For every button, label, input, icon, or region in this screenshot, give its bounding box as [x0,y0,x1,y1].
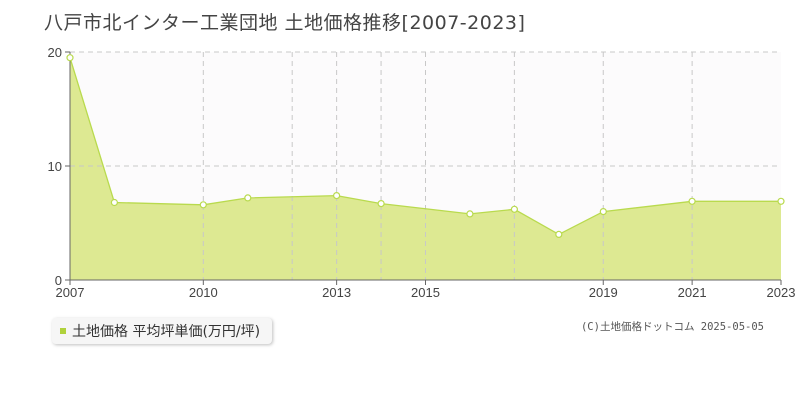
x-tick-label-2010: 2010 [189,285,218,300]
data-point-2007 [66,54,74,62]
data-point-2017 [510,205,519,213]
data-point-2023 [777,197,785,205]
chart-title: 八戸市北インター工業団地 土地価格推移[2007-2023] [44,12,526,34]
data-point-2010 [199,201,207,209]
series-line [69,57,781,236]
legend: 土地価格 平均坪単価(万円/坪) [52,318,273,344]
x-tick-label-2021: 2021 [678,285,707,300]
data-point-2021 [688,197,696,205]
x-tick-label-2023: 2023 [767,285,796,300]
data-point-2008 [110,198,119,207]
copyright: (C)土地価格ドットコム 2025-05-05 [580,321,764,333]
y-tick-label-20: 20 [48,45,62,60]
legend-swatch [60,328,66,334]
x-tick-label-2007: 2007 [56,285,85,300]
legend-label: 土地価格 平均坪単価(万円/坪) [72,324,261,340]
data-point-2016 [466,210,474,218]
x-tick-label-2013: 2013 [322,285,351,300]
data-point-2018 [555,230,563,238]
data-point-2013 [333,192,341,200]
data-point-2014 [377,200,385,208]
y-tick-label-0: 0 [55,273,62,288]
data-point-2019 [599,208,607,216]
y-tick-label-10: 10 [48,159,62,174]
area-chart: 0 10 20 2007 2010 2013 2015 2019 2021 2023 [48,45,796,300]
x-tick-label-2015: 2015 [411,285,440,300]
data-point-2011 [244,194,252,202]
x-tick-label-2019: 2019 [589,285,618,300]
